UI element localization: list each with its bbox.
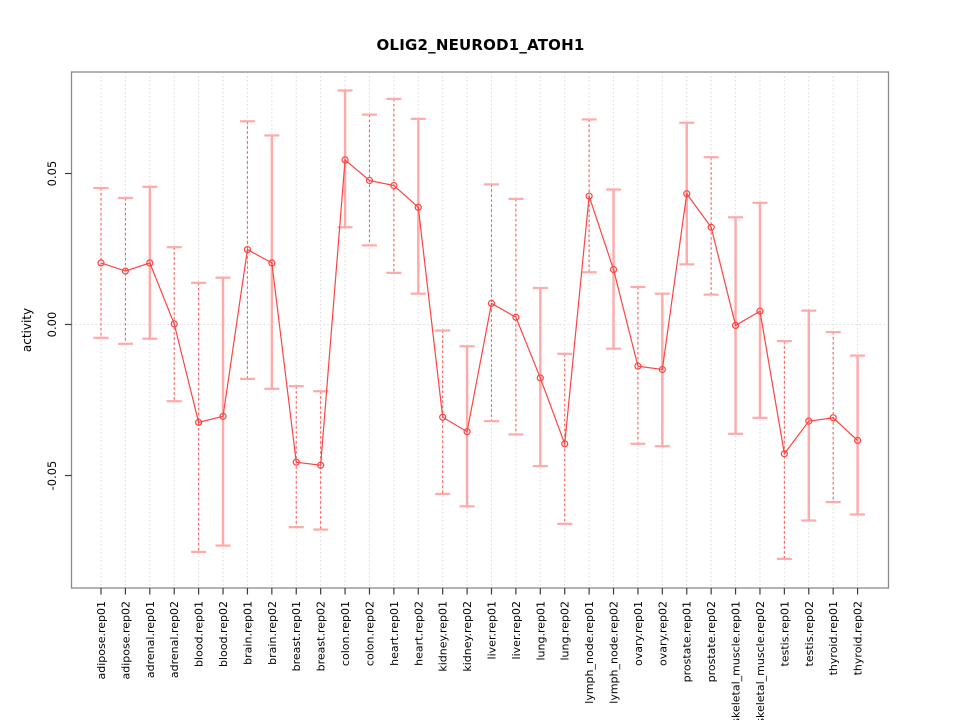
data-point-marker bbox=[658, 365, 666, 374]
x-category-label: adipose.rep02 bbox=[119, 601, 132, 680]
data-point-marker bbox=[146, 259, 154, 267]
series-line bbox=[100, 158, 858, 466]
x-category-label: skeletal_muscle.rep02 bbox=[754, 601, 767, 720]
data-point-marker bbox=[439, 413, 447, 421]
data-point-marker bbox=[195, 418, 203, 426]
x-category-label: prostate.rep01 bbox=[681, 601, 694, 682]
data-point-marker bbox=[536, 374, 544, 382]
x-category-label: prostate.rep02 bbox=[705, 601, 718, 682]
data-point-marker bbox=[292, 458, 300, 466]
x-category-label: thyroid.rep02 bbox=[852, 601, 865, 675]
y-tick-label: 0.05 bbox=[45, 161, 59, 187]
data-point-marker bbox=[756, 307, 764, 315]
data-point-marker bbox=[853, 436, 862, 445]
x-category-label: colon.rep01 bbox=[339, 601, 352, 666]
data-point-marker bbox=[243, 246, 252, 254]
plot-frame bbox=[70, 71, 890, 589]
x-category-label: breast.rep02 bbox=[315, 601, 328, 671]
x-category-label: liver.rep01 bbox=[485, 601, 498, 659]
x-category-label: lung.rep01 bbox=[534, 601, 547, 661]
data-point-marker bbox=[268, 259, 276, 267]
x-category-label: adrenal.rep01 bbox=[144, 601, 157, 678]
data-point-marker bbox=[561, 440, 569, 448]
x-category-label: breast.rep01 bbox=[290, 601, 303, 671]
x-category-label: brain.rep01 bbox=[241, 601, 254, 665]
x-category-label: lymph_node.rep02 bbox=[608, 601, 621, 704]
x-category-label: lung.rep02 bbox=[559, 601, 572, 661]
data-point-marker bbox=[341, 156, 349, 164]
x-category-label: heart.rep01 bbox=[388, 601, 401, 666]
x-category-label: brain.rep02 bbox=[266, 601, 279, 665]
chart-title: OLIG2_NEUROD1_ATOH1 bbox=[376, 36, 585, 54]
data-point-marker bbox=[487, 299, 496, 307]
data-point-marker bbox=[219, 412, 227, 420]
data-point-marker bbox=[463, 428, 471, 436]
data-point-marker bbox=[683, 190, 691, 198]
data-point-marker bbox=[317, 461, 325, 469]
x-category-label: kidney.rep01 bbox=[437, 601, 450, 672]
data-point-marker bbox=[707, 223, 715, 231]
x-category-label: adrenal.rep02 bbox=[168, 601, 181, 678]
y-tick-label: -0.05 bbox=[45, 461, 59, 491]
data-point-marker bbox=[609, 265, 618, 274]
y-tick-label: 0.00 bbox=[45, 312, 59, 338]
data-point-marker bbox=[634, 362, 642, 370]
x-category-label: thyroid.rep01 bbox=[827, 601, 840, 675]
data-point-marker bbox=[365, 176, 374, 185]
x-category-label: blood.rep02 bbox=[217, 601, 230, 667]
x-category-label: lymph_node.rep01 bbox=[583, 601, 596, 704]
x-category-label: ovary.rep02 bbox=[656, 601, 669, 666]
x-category-label: liver.rep02 bbox=[510, 601, 523, 659]
data-point-marker bbox=[829, 414, 837, 422]
x-category-label: kidney.rep02 bbox=[461, 601, 474, 672]
x-category-label: blood.rep01 bbox=[193, 601, 206, 667]
x-category-label: ovary.rep01 bbox=[632, 601, 645, 666]
data-point-marker bbox=[414, 203, 422, 211]
x-category-label: adipose.rep01 bbox=[95, 601, 108, 680]
x-category-label: testis.rep01 bbox=[778, 601, 791, 666]
data-point-marker bbox=[780, 450, 788, 458]
x-category-label: heart.rep02 bbox=[412, 601, 425, 666]
data-point-marker bbox=[585, 192, 593, 200]
data-point-marker bbox=[512, 313, 520, 321]
data-point-marker bbox=[97, 259, 105, 267]
data-point-marker bbox=[731, 321, 740, 330]
data-point-marker bbox=[170, 320, 178, 328]
x-category-label: testis.rep02 bbox=[803, 601, 816, 666]
x-category-label: skeletal_muscle.rep01 bbox=[730, 601, 743, 720]
data-point-marker bbox=[805, 417, 813, 425]
data-point-marker bbox=[121, 267, 130, 275]
x-category-label: colon.rep02 bbox=[363, 601, 376, 666]
data-point-marker bbox=[390, 181, 398, 190]
